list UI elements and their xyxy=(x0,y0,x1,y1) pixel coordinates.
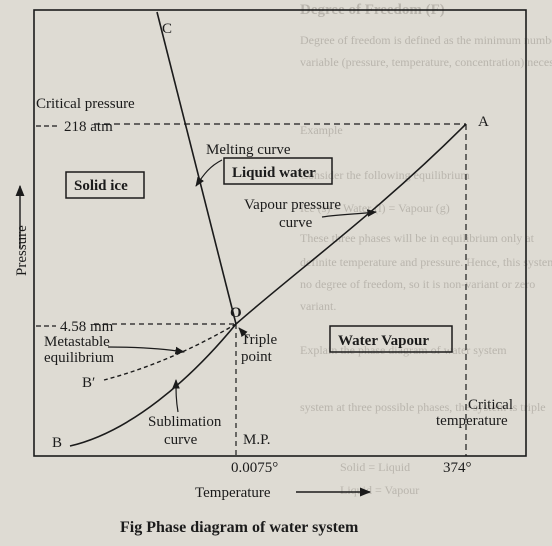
melting-curve-label: Melting curve xyxy=(206,142,291,158)
figure-caption: Fig Phase diagram of water system xyxy=(120,519,359,536)
solid-ice-label: Solid ice xyxy=(74,178,128,194)
melting-curve-pointer xyxy=(195,159,223,187)
melting-curve-oc xyxy=(156,11,237,325)
pressure-458-label: 4.58 mm xyxy=(60,319,114,335)
sublimation-label-2: curve xyxy=(164,432,198,448)
point-b-label: B xyxy=(52,435,62,451)
vapour-curve-pointer xyxy=(321,209,377,218)
water-vapour-label: Water Vapour xyxy=(338,333,429,349)
tick-label-374: 374° xyxy=(443,460,472,476)
bleed-line: no degree of freedom, so it is non-varia… xyxy=(300,277,536,291)
liquid-water-box xyxy=(223,157,333,185)
metastable-label-2: equilibrium xyxy=(44,350,114,366)
bleed-line: Solid = Liquid xyxy=(340,460,411,474)
x-axis-title: Temperature xyxy=(195,485,271,501)
vapour-pressure-label-1: Vapour pressure xyxy=(244,197,341,213)
triple-point-label-2: point xyxy=(241,349,273,365)
critical-temp-label-2: temperature xyxy=(436,413,508,429)
melting-point-label: M.P. xyxy=(243,432,271,448)
critical-temp-label-1: Critical xyxy=(468,397,513,413)
bleed-line: Liquid = Vapour xyxy=(340,483,420,497)
y-axis-title: Pressure xyxy=(14,225,30,276)
point-b-prime-label: B′ xyxy=(82,375,95,391)
pressure-218-label: 218 atm xyxy=(64,119,113,135)
sublimation-label-1: Sublimation xyxy=(148,414,222,430)
bleed-line: These three phases will be in equilibriu… xyxy=(300,231,534,245)
point-a-label: A xyxy=(478,114,489,130)
point-c-label: C xyxy=(162,21,172,37)
bleed-line: variant. xyxy=(300,299,337,313)
metastable-pointer xyxy=(107,346,185,355)
bleed-line: Explain the phase diagram of water syste… xyxy=(300,343,507,357)
triple-point-label-1: Triple xyxy=(241,332,277,348)
metastable-curve-ob-prime xyxy=(103,323,237,381)
sublimation-pointer xyxy=(172,379,180,413)
sublimation-curve-ob xyxy=(69,323,237,447)
bleed-line: Degree of freedom is defined as the mini… xyxy=(300,33,552,47)
bleed-line: Consider the following equilibrium xyxy=(300,168,470,182)
bleed-line: variable (pressure, temperature, concent… xyxy=(300,55,552,69)
solid-ice-box xyxy=(65,171,145,199)
diagram-frame xyxy=(33,9,527,457)
triple-point-pointer xyxy=(238,327,249,339)
bleed-line: definite temperature and pressure. Hence… xyxy=(300,255,552,269)
critical-pressure-label: Critical pressure xyxy=(36,96,135,112)
vapour-pressure-label-2: curve xyxy=(279,215,313,231)
liquid-water-label: Liquid water xyxy=(232,165,316,181)
tick-label-00075: 0.0075° xyxy=(231,460,278,476)
water-vapour-box xyxy=(329,325,453,353)
point-o-label: O xyxy=(230,305,242,321)
bleed-line: system at three possible phases, the sys… xyxy=(300,400,546,414)
vapour-pressure-curve-oa xyxy=(235,123,467,325)
metastable-label-1: Metastable xyxy=(44,334,110,350)
bleed-line: Example xyxy=(300,123,343,137)
